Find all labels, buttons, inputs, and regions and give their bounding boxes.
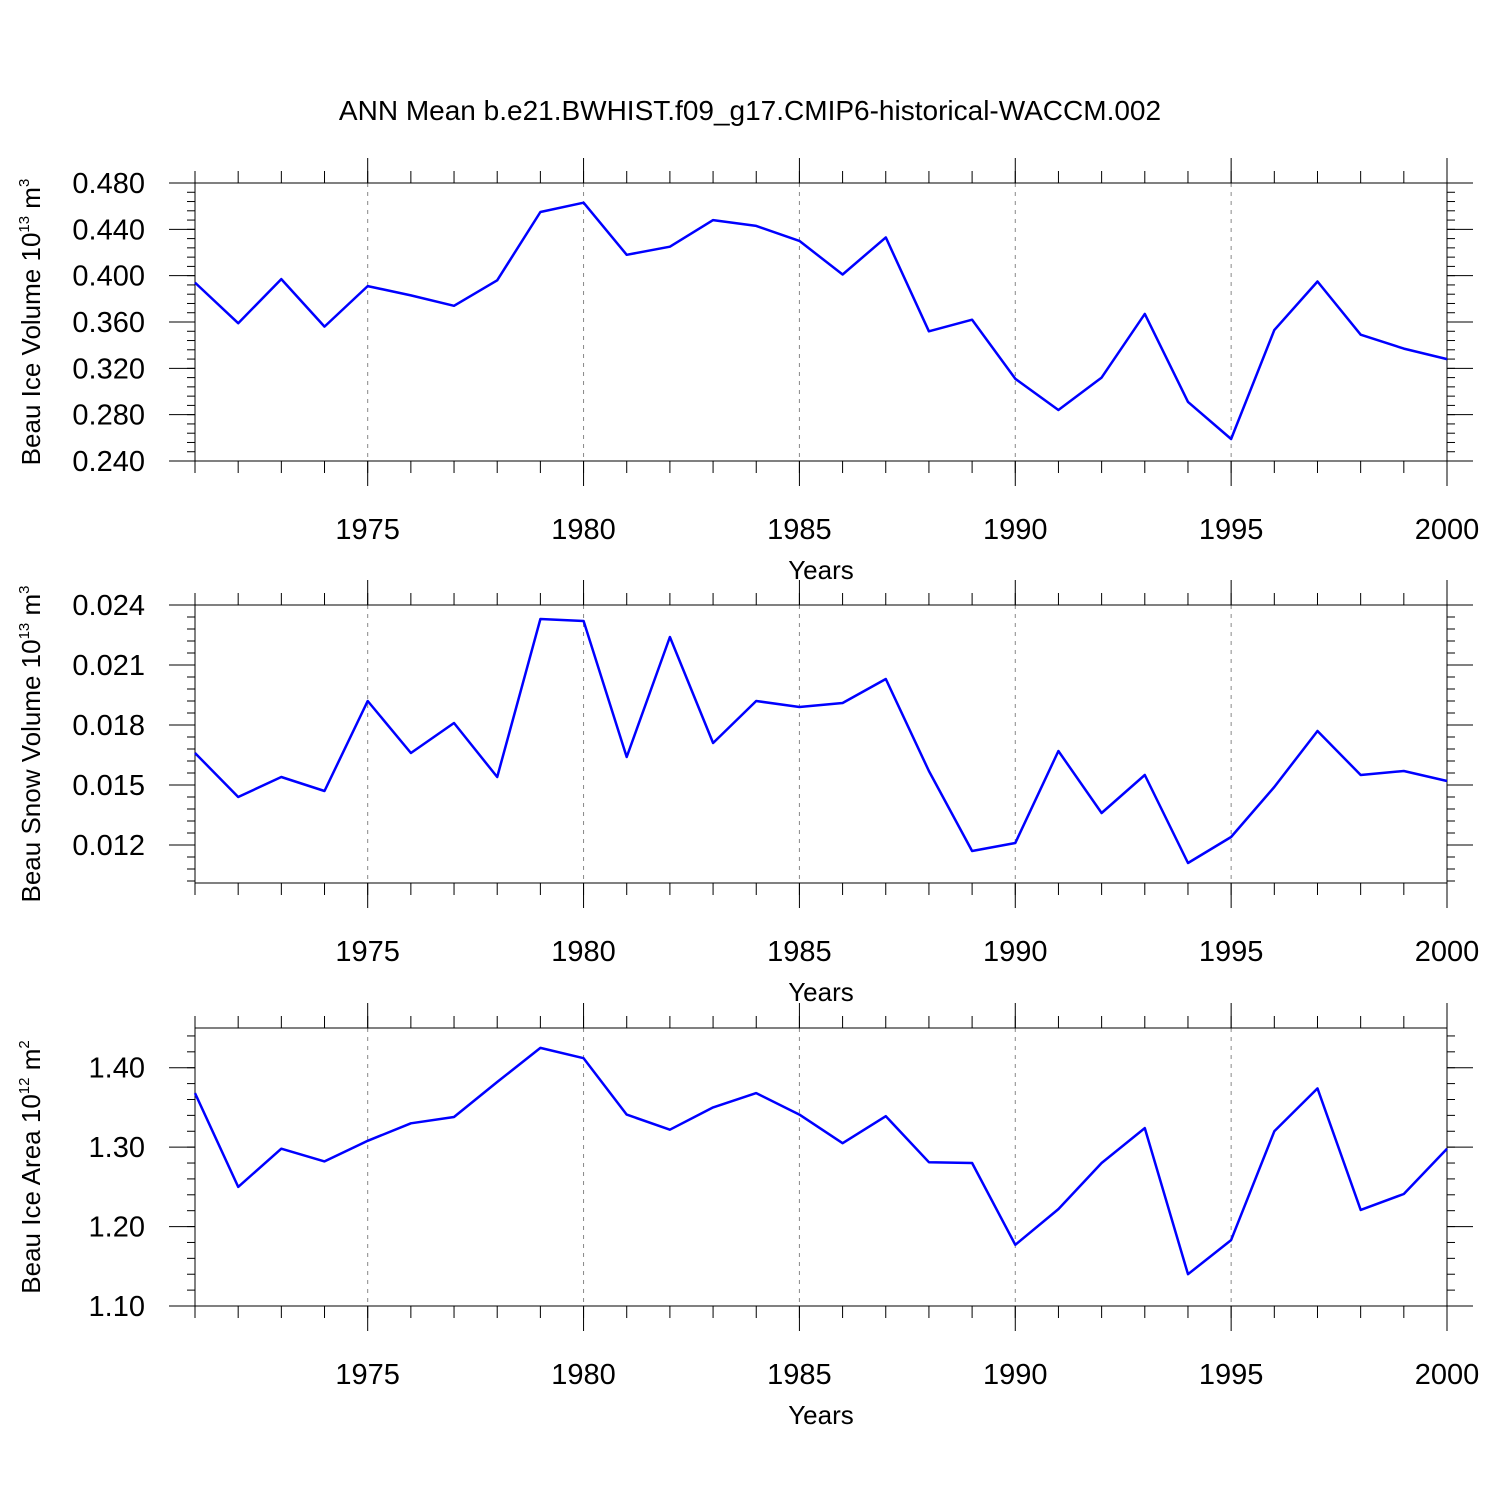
chart-panel-3: 1.10 1.20 1.30 1.40 1975 1980 1985 1990 1995 2000… bbox=[16, 1003, 1479, 1430]
plot-frame bbox=[194, 604, 1448, 884]
y-tick-label: 0.280 bbox=[72, 400, 145, 432]
y-tick-label: 0.015 bbox=[72, 770, 145, 802]
y-tick-label: 0.400 bbox=[72, 261, 145, 293]
x-tick-label: 1975 bbox=[335, 936, 400, 968]
x-tick-label: 1980 bbox=[551, 936, 616, 968]
x-tick-label: 1985 bbox=[767, 514, 832, 546]
y-tick-label: 0.440 bbox=[72, 214, 145, 246]
x-tick-label: 1980 bbox=[551, 1359, 616, 1391]
x-tick-label: 1990 bbox=[983, 1359, 1048, 1391]
y-tick-label: 1.20 bbox=[89, 1212, 145, 1244]
y-axis-label: Beau Ice Volume 1013 m3 bbox=[16, 179, 46, 466]
x-tick-label: 1995 bbox=[1199, 514, 1264, 546]
plot-frame bbox=[194, 182, 1448, 462]
y-tick-label: 0.021 bbox=[72, 650, 145, 682]
series-line bbox=[193, 1046, 1448, 1276]
x-tick-label: 1995 bbox=[1199, 1359, 1264, 1391]
y-tick-label: 0.320 bbox=[72, 353, 145, 385]
y-tick-label: 0.012 bbox=[72, 830, 145, 862]
x-tick-label: 2000 bbox=[1415, 1359, 1480, 1391]
x-tick-label: 1980 bbox=[551, 514, 616, 546]
x-tick-label: 1985 bbox=[767, 936, 832, 968]
x-axis-label: Years bbox=[788, 977, 854, 1007]
y-tick-label: 0.240 bbox=[72, 446, 145, 478]
plot-frame bbox=[194, 1027, 1448, 1307]
chart-panel-2: 0.012 0.015 0.018 0.021 0.024 1975 1980 1985 199… bbox=[16, 580, 1479, 1007]
x-tick-label: 1975 bbox=[335, 1359, 400, 1391]
y-tick-label: 1.40 bbox=[89, 1053, 145, 1085]
x-tick-label: 2000 bbox=[1415, 936, 1480, 968]
series-line bbox=[194, 617, 1448, 865]
y-axis-label: Beau Ice Area 1012 m2 bbox=[16, 1040, 46, 1293]
x-tick-label: 1985 bbox=[767, 1359, 832, 1391]
y-tick-label: 1.30 bbox=[89, 1132, 145, 1164]
chart-title: ANN Mean b.e21.BWHIST.f09_g17.CMIP6-hist… bbox=[339, 95, 1161, 126]
y-tick-label: 0.024 bbox=[72, 590, 145, 622]
x-axis-label: Years bbox=[788, 555, 854, 585]
chart-panel-1: 0.240 0.280 0.320 0.360 0.400 0.440 0.480 1975 1… bbox=[16, 158, 1479, 585]
y-tick-label: 0.018 bbox=[72, 710, 145, 742]
x-tick-label: 1975 bbox=[335, 514, 400, 546]
y-tick-label: 0.360 bbox=[72, 307, 145, 339]
x-tick-label: 2000 bbox=[1415, 514, 1480, 546]
y-tick-label: 1.10 bbox=[89, 1291, 145, 1323]
x-tick-label: 1995 bbox=[1199, 936, 1264, 968]
x-tick-label: 1990 bbox=[983, 514, 1048, 546]
y-tick-label: 0.480 bbox=[72, 168, 145, 200]
series-line bbox=[194, 201, 1448, 441]
y-axis-label: Beau Snow Volume 1013 m3 bbox=[16, 586, 46, 903]
x-axis-label: Years bbox=[788, 1400, 854, 1430]
x-tick-label: 1990 bbox=[983, 936, 1048, 968]
